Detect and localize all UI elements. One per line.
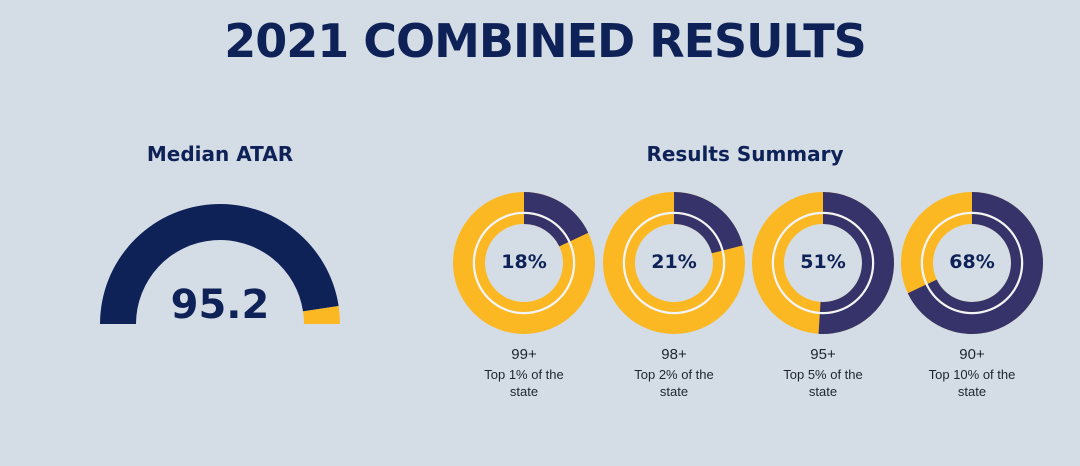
donut-chart-99: 18% [452, 188, 596, 338]
caption-description: Top 1% of the state [484, 367, 564, 399]
median-atar-value: 95.2 [170, 282, 270, 328]
median-atar-gauge [100, 203, 340, 324]
donut-center [785, 225, 861, 301]
caption-band: 99+ [511, 346, 537, 363]
results-summary-heading: Results Summary [646, 142, 844, 166]
caption-98: 98+ Top 2% of the state [602, 346, 746, 400]
caption-description: Top 2% of the state [634, 367, 714, 399]
caption-99: 99+ Top 1% of the state [452, 346, 596, 400]
median-atar-heading: Median ATAR [146, 142, 294, 166]
outer-ring-value-arc [907, 192, 1043, 334]
caption-description: Top 10% of the state [928, 367, 1016, 399]
caption-95: 95+ Top 5% of the state [751, 346, 895, 400]
gauge-remainder-arc [303, 305, 340, 324]
donut-percent-label: 21% [651, 251, 697, 273]
gauge-value-arc [100, 203, 339, 324]
donut-chart-90: 68% [900, 188, 1044, 338]
donut-percent-label: 18% [501, 251, 547, 273]
caption-band: 90+ [959, 346, 985, 363]
outer-ring-value-arc [524, 192, 589, 242]
donut-chart-98: 21% [602, 188, 746, 338]
caption-description: Top 5% of the state [783, 367, 863, 399]
donut-percent-label: 51% [800, 251, 846, 273]
separator-ring [622, 211, 726, 315]
donut-center [486, 225, 562, 301]
page-title: 2021 COMBINED RESULTS [224, 14, 867, 68]
donut-percent-label: 68% [949, 251, 995, 273]
outer-ring-value-arc [674, 192, 743, 251]
donut-chart-95: 51% [751, 188, 895, 338]
donut-center [934, 225, 1010, 301]
caption-band: 95+ [810, 346, 836, 363]
separator-ring [472, 211, 576, 315]
caption-90: 90+ Top 10% of the state [900, 346, 1044, 400]
separator-ring [920, 211, 1024, 315]
donut-center [636, 225, 712, 301]
caption-band: 98+ [661, 346, 687, 363]
inner-ring-value-arc [819, 214, 872, 312]
inner-ring-value-arc [674, 214, 722, 254]
separator-ring [771, 211, 875, 315]
outer-ring-value-arc [818, 192, 895, 334]
inner-ring-value-arc [524, 214, 569, 247]
